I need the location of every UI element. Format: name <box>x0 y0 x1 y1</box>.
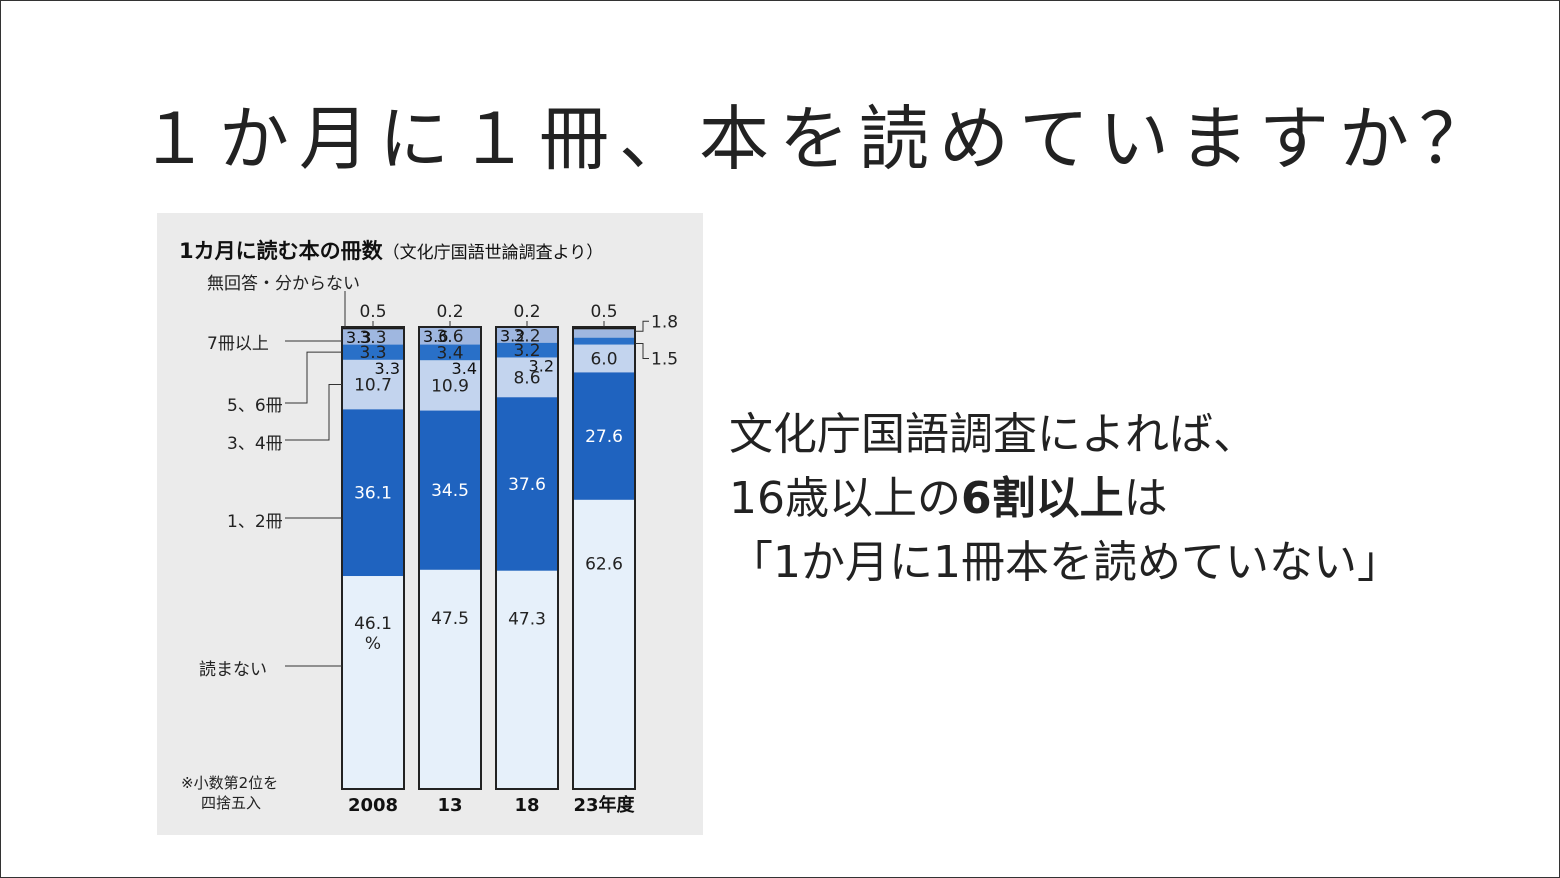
footnote: ※小数第2位を 四捨五入 <box>181 773 278 813</box>
bar-segment <box>342 329 404 345</box>
data-label: 1.5 <box>651 350 678 370</box>
label-no-answer: 無回答・分からない <box>207 274 360 294</box>
summary-line2: 16歳以上の6割以上は <box>729 467 1401 531</box>
bar-segment <box>496 342 558 358</box>
summary-line1: 文化庁国語調査によれば、 <box>729 409 1257 460</box>
bar-segment <box>496 357 558 398</box>
bar-segment <box>419 410 481 570</box>
data-label: 0.5 <box>590 302 617 322</box>
data-label: 3.3 <box>359 343 386 363</box>
data-label: 47.5 <box>431 609 469 629</box>
summary-text: 文化庁国語調査によれば、 16歳以上の6割以上は 「1か月に1冊本を読めていない… <box>729 403 1401 595</box>
data-label: 10.7 <box>354 376 392 396</box>
footnote-line2: 四捨五入 <box>201 794 262 812</box>
tick-label: 18 <box>514 795 539 816</box>
data-label: 6.0 <box>590 349 617 369</box>
data-label: 37.6 <box>508 475 546 495</box>
bar-segment <box>573 329 635 338</box>
tick-label: 23年度 <box>573 794 635 816</box>
data-label: 3.4 <box>436 343 463 363</box>
data-label: % <box>365 634 381 654</box>
label-none: 読まない <box>199 660 267 680</box>
data-label: 47.3 <box>508 610 546 630</box>
data-label: 62.6 <box>585 554 623 574</box>
data-label: 3.2 <box>513 326 540 346</box>
bar-segment <box>419 360 481 411</box>
chart-title-main: 1カ月に読む本の冊数 <box>179 239 383 263</box>
data-label: 0.2 <box>436 302 463 322</box>
data-label: 46.1 <box>354 614 392 634</box>
bar-segment <box>573 337 635 345</box>
bar-segment <box>496 397 558 571</box>
bar-segment <box>419 569 481 789</box>
bar-segment <box>496 570 558 789</box>
bar-segment <box>342 327 404 330</box>
label-three-four: 3、4冊 <box>227 434 283 454</box>
category-leader-line <box>285 384 342 441</box>
footnote-line1: ※小数第2位を <box>181 774 279 792</box>
data-label: 0.2 <box>513 302 540 322</box>
data-label: 8.6 <box>513 368 540 388</box>
bar-segment <box>342 409 404 577</box>
bar-segment <box>573 499 635 789</box>
tick-label: 13 <box>437 795 462 816</box>
data-label: 36.1 <box>354 484 392 504</box>
slide-title: １か月に１冊、本を読めていますか？ <box>139 98 1499 180</box>
bar-segment <box>573 344 635 373</box>
summary-line2-bold: 6割以上 <box>961 473 1124 524</box>
data-label: 34.5 <box>431 481 469 501</box>
bar-segment <box>573 372 635 500</box>
bar-segment <box>342 576 404 789</box>
data-label: 27.6 <box>585 427 623 447</box>
data-label: 3.2 <box>529 356 554 375</box>
bar-segment <box>419 327 481 345</box>
stacked-bar-chart: 46.1%36.110.73.33.30.520083.33.347.534.5… <box>285 291 678 816</box>
bar-segment <box>342 359 404 410</box>
bar-segment <box>496 327 558 343</box>
data-label: 3.6 <box>436 327 463 347</box>
data-label: 3.3 <box>359 328 386 348</box>
chart-title: 1カ月に読む本の冊数（文化庁国語世論調査より） <box>179 235 603 265</box>
label-seven-plus: 7冊以上 <box>207 334 269 354</box>
data-label: 0.5 <box>359 302 386 322</box>
chart-subtitle: （文化庁国語世論調査より） <box>382 243 604 263</box>
label-five-six: 5、6冊 <box>227 396 283 416</box>
chart-figure: 1カ月に読む本の冊数（文化庁国語世論調査より） 無回答・分からない 7冊以上 5… <box>157 213 703 835</box>
bar-segment <box>419 344 481 361</box>
callout-line <box>635 343 649 360</box>
data-label: 3.6 <box>423 327 448 346</box>
data-label: 3.2 <box>513 341 540 361</box>
data-label: 10.9 <box>431 376 469 396</box>
tick-label: 2008 <box>348 795 398 816</box>
category-leader-line <box>285 351 342 404</box>
summary-line2-pre: 16歳以上の <box>729 473 961 524</box>
callout-line <box>635 320 649 332</box>
data-label: 1.8 <box>651 312 678 332</box>
bar-segment <box>342 344 404 360</box>
summary-line3: 「1か月に1冊本を読めていない」 <box>729 537 1401 588</box>
bar-segment <box>573 327 635 330</box>
data-label: 3.3 <box>375 359 400 378</box>
data-label: 3.4 <box>452 359 477 378</box>
summary-line2-post: は <box>1123 473 1168 524</box>
label-one-two: 1、2冊 <box>227 512 283 532</box>
data-label: 3.2 <box>500 326 525 345</box>
data-label: 3.3 <box>346 328 371 347</box>
